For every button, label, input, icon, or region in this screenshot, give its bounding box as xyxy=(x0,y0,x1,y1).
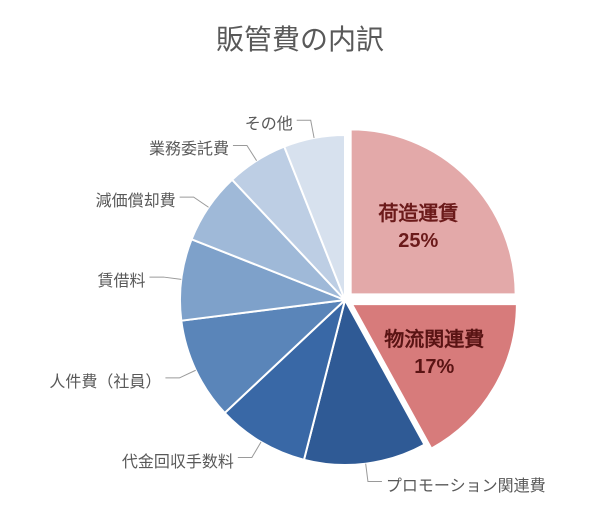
leader-line xyxy=(149,277,181,279)
leader-line xyxy=(366,464,382,482)
leader-line xyxy=(233,145,257,160)
pie-chart: 荷造運賃25% 物流関連費17% プロモーション関連費 代金回収手数料 人件費（社員） 賃… xyxy=(0,0,600,522)
slice-inner-label: 物流関連費17% xyxy=(374,327,494,381)
slice-label: 人件費（社員） xyxy=(49,368,161,392)
leader-line xyxy=(165,370,195,378)
slice-label: 業務委託費 xyxy=(149,135,229,159)
slice-label: 代金回収手数料 xyxy=(122,448,234,472)
slice-label: その他 xyxy=(245,110,293,134)
leader-line xyxy=(297,120,314,138)
leader-line xyxy=(180,197,209,207)
leader-line xyxy=(238,442,261,457)
slice-label: 減価償却費 xyxy=(96,187,176,211)
slice-label: 賃借料 xyxy=(97,267,145,291)
slice-label: プロモーション関連費 xyxy=(386,472,546,496)
slice-inner-label: 荷造運賃25% xyxy=(358,201,478,255)
